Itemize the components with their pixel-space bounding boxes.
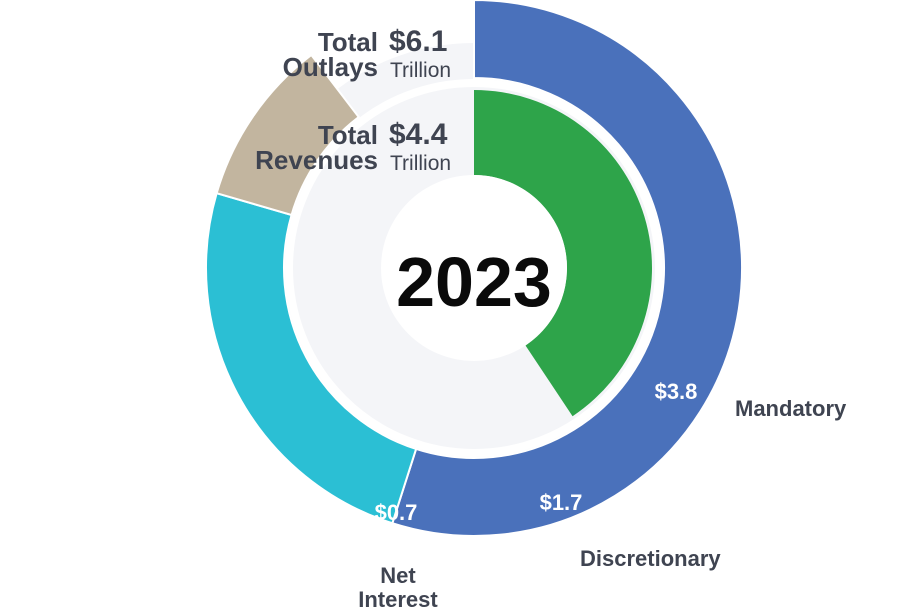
- outer-slice-discretionary: [205, 191, 418, 525]
- outer-slice-mandatory: [391, 0, 744, 537]
- outlays-total-value: $6.1: [389, 25, 447, 58]
- revenues-title-line1: Total: [318, 120, 378, 150]
- inner-slice-revenues: [474, 90, 652, 417]
- revenues-total-unit: Trillion: [390, 152, 451, 175]
- net-interest-value-label: $0.7: [375, 500, 418, 525]
- revenues-total-value: $4.4: [389, 118, 448, 151]
- outer-slice-net-interest: [215, 53, 361, 217]
- discretionary-value-label: $1.7: [540, 490, 583, 515]
- outlays-title-line1: Total: [318, 27, 378, 57]
- inner-ring-slices: [474, 90, 652, 417]
- discretionary-name-label: Discretionary: [580, 546, 721, 571]
- mandatory-name-label: Mandatory: [735, 396, 847, 421]
- outlays-total-unit: Trillion: [390, 59, 451, 82]
- outlays-title-line2: Outlays: [283, 52, 378, 82]
- donut-hole: [381, 175, 567, 361]
- mandatory-value-label: $3.8: [655, 379, 698, 404]
- net-interest-name-line2: Interest: [358, 587, 438, 612]
- outer-ring-slices: [205, 0, 744, 537]
- center-year-label: 2023: [396, 243, 552, 321]
- net-interest-name-line1: Net: [380, 563, 416, 588]
- revenues-title-line2: Revenues: [255, 145, 378, 175]
